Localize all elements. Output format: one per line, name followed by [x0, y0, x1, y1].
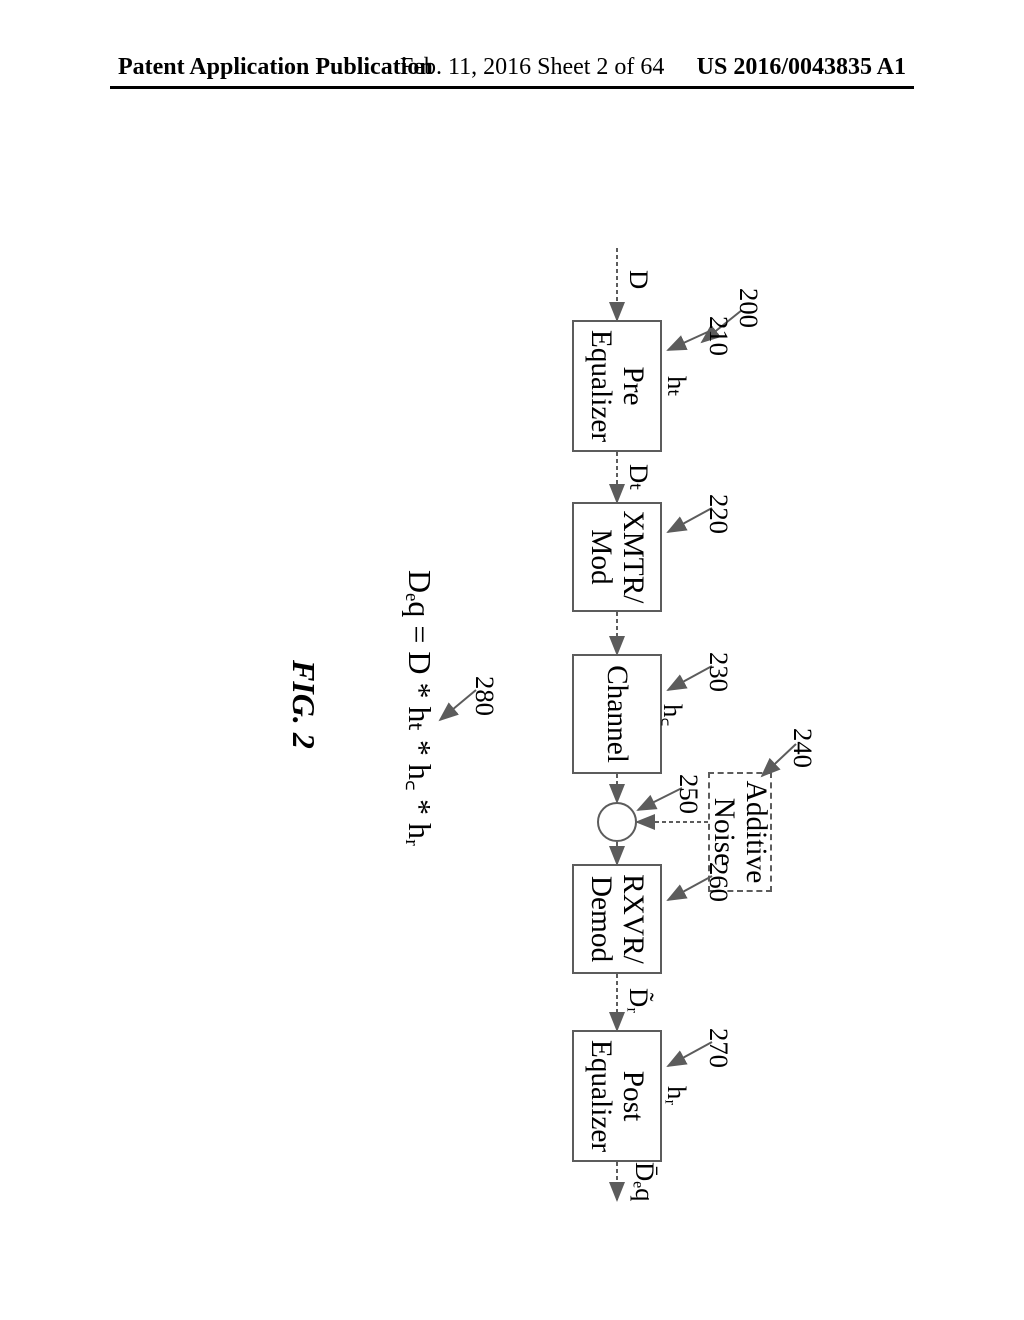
ref-240: 240 — [787, 728, 818, 768]
page-header: Patent Application Publication Feb. 11, … — [0, 54, 1024, 94]
ref-270: 270 — [703, 1028, 734, 1068]
header-center: Feb. 11, 2016 Sheet 2 of 64 — [400, 54, 664, 81]
ref-230: 230 — [703, 652, 734, 692]
ref-260: 260 — [703, 862, 734, 902]
ref-220: 220 — [703, 494, 734, 534]
arrows-svg — [252, 200, 832, 1240]
ref-250: 250 — [673, 774, 704, 814]
header-right: US 2016/0043835 A1 — [697, 54, 906, 81]
header-left: Patent Application Publication — [118, 54, 433, 81]
ref-200: 200 — [733, 288, 764, 328]
diagram-canvas: PreEqualizer XMTR/Mod Channel RXVR/Demod… — [252, 200, 772, 1200]
header-rule — [110, 86, 914, 89]
ref-280: 280 — [469, 676, 500, 716]
ref-210: 210 — [703, 316, 734, 356]
